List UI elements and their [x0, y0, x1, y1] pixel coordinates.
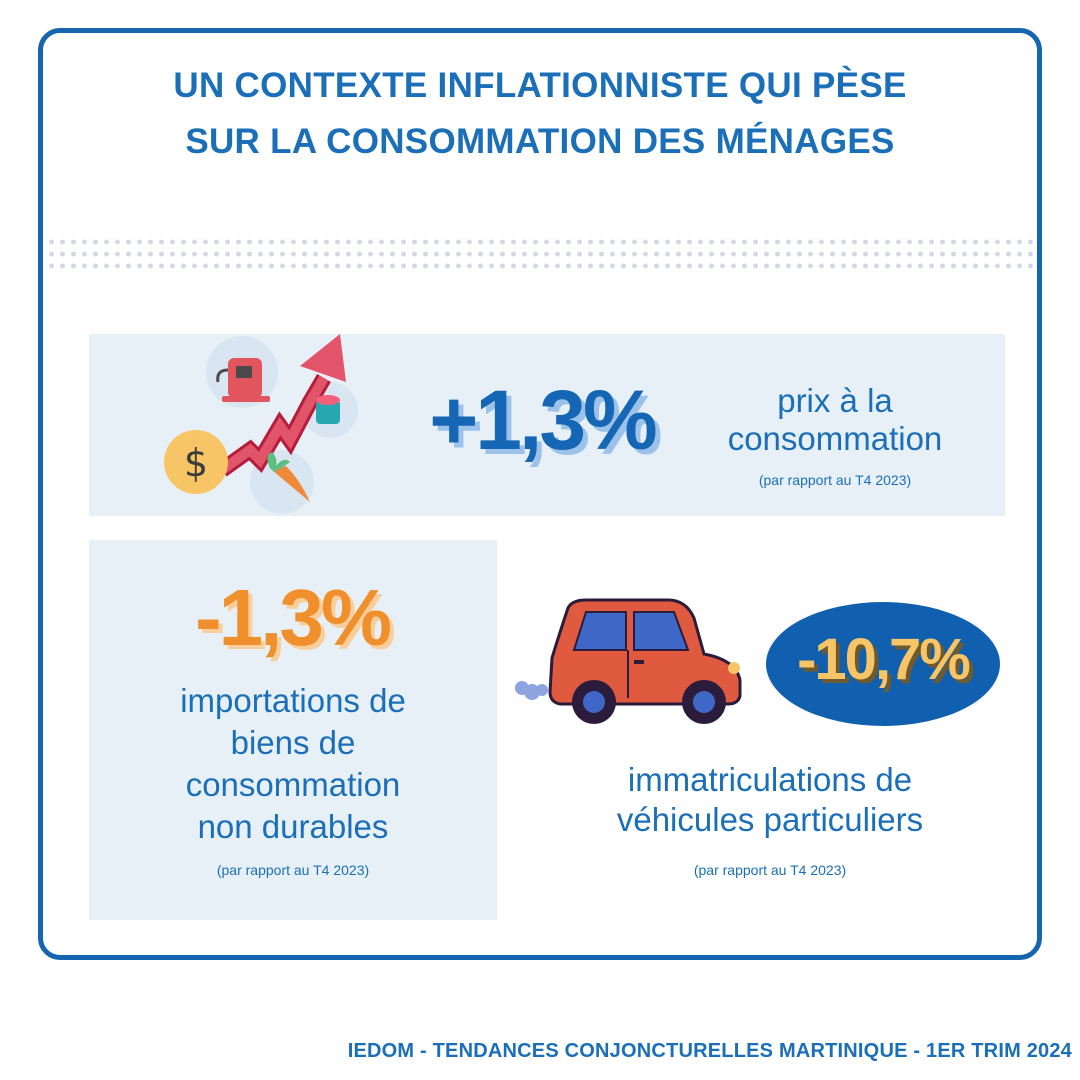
- inflation-illustration: $: [164, 334, 358, 514]
- registrations-note: (par rapport au T4 2023): [693, 862, 847, 878]
- registrations-badge: [766, 602, 1000, 726]
- registrations-label-line-1: immatriculations de: [627, 761, 913, 798]
- imports-value: -1,3%: [195, 573, 392, 662]
- carrot-icon: [267, 452, 310, 502]
- fuel-pump-icon: [216, 358, 270, 402]
- imports-panel: [89, 540, 497, 920]
- car-illustration: [515, 598, 742, 724]
- carrot-background: [250, 450, 314, 514]
- prices-label-line-1: prix à la: [777, 382, 893, 419]
- exhaust-smoke-icon: [515, 681, 548, 700]
- imports-label-line-4: non durables: [197, 808, 389, 845]
- imports-label: importations de biens de consommation no…: [110, 680, 476, 848]
- inflation-arrow-icon: [217, 334, 346, 477]
- imports-note: (par rapport au T4 2023): [216, 862, 370, 878]
- imports-label-line-1: importations de: [180, 682, 406, 719]
- svg-text:$: $: [184, 441, 208, 485]
- registrations-value: -10,7%: [797, 627, 971, 692]
- imports-label-line-2: biens de: [230, 724, 356, 761]
- title-line-1: UN CONTEXTE INFLATIONNISTE QUI PÈSE: [173, 66, 907, 105]
- dotted-divider: [46, 236, 1036, 274]
- car-icon: [548, 598, 742, 724]
- registrations-label: immatriculations de véhicules particulie…: [560, 760, 980, 840]
- card-frame: [38, 28, 1042, 960]
- can-icon: [316, 395, 340, 424]
- page-title: UN CONTEXTE INFLATIONNISTE QUI PÈSE SUR …: [60, 58, 1020, 170]
- dollar-coin-icon: $: [164, 430, 228, 494]
- prices-note: (par rapport au T4 2023): [758, 472, 912, 488]
- prices-label: prix à la consommation: [690, 382, 980, 458]
- prices-value: +1,3%: [429, 373, 658, 467]
- prices-label-line-2: consommation: [727, 420, 943, 457]
- footer-source: IEDOM - TENDANCES CONJONCTURELLES MARTIN…: [347, 1040, 1072, 1062]
- title-line-2: SUR LA CONSOMMATION DES MÉNAGES: [185, 122, 895, 161]
- registrations-label-line-2: véhicules particuliers: [616, 801, 924, 838]
- imports-label-line-3: consommation: [185, 766, 401, 803]
